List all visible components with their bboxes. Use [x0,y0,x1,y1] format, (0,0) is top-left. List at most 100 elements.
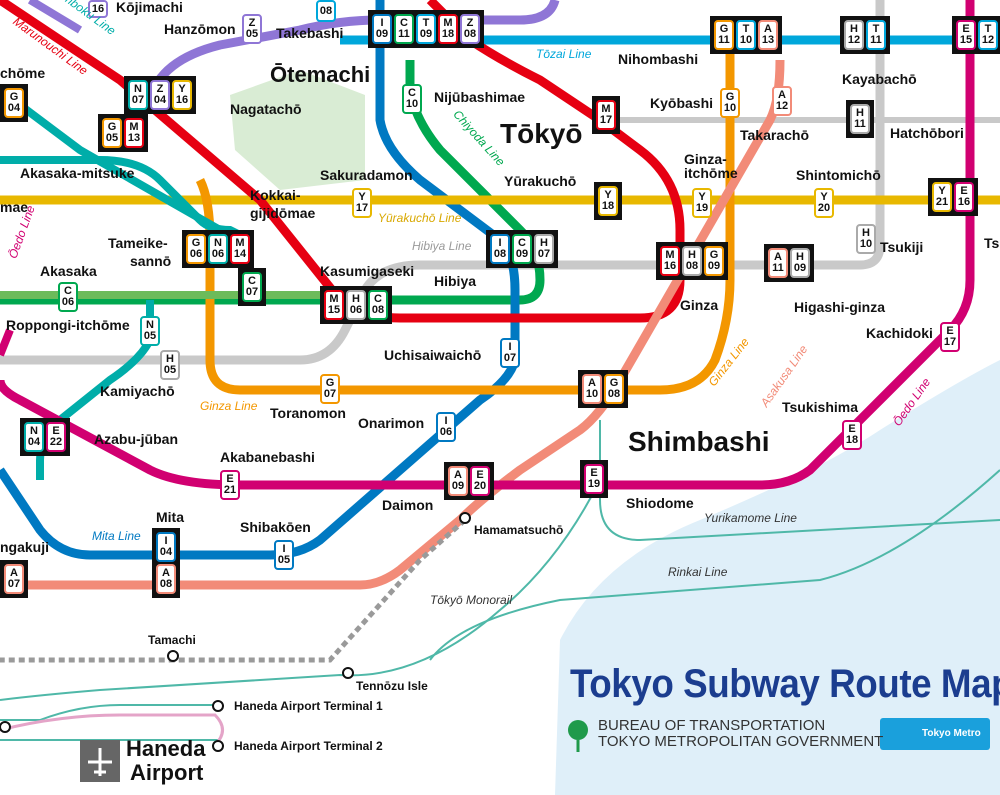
station-code-kokkai: Y 17 [352,188,372,218]
airplane-icon [88,748,112,776]
bureau-line-2: TOKYO METROPOLITAN GOVERNMENT [598,733,884,750]
airport-link [0,704,221,742]
station-box-sengakuji[interactable]: A 07 [0,560,28,598]
station-box-tameike-sanno[interactable]: G 06 N 06 M 14 [182,230,254,268]
hibiya-line [0,0,885,365]
tokyo-metro-badge: Tokyo Metro [922,728,981,739]
station-box-hatchobori[interactable]: H 11 [846,100,874,138]
label-rinkai-line: Rinkai Line [668,565,728,579]
label-kachidoki: Kachidoki [866,325,933,341]
map-title-block: Tokyo Subway Route Map [570,662,1000,707]
station-box-nihombashi[interactable]: G 11 T 10 A 13 [710,16,782,54]
station-code-onarimon: I 06 [436,412,456,442]
station-code-shibakoen: I 05 [274,540,294,570]
label-higashi-ginza: Higashi-ginza [794,299,886,315]
label-shimbashi: Shimbashi [628,426,770,457]
yurikamome-line [599,425,1000,542]
label-kokkai: Kokkai- [250,187,301,203]
station-box-tameike-c07[interactable]: C 07 [238,268,266,306]
station-code-nijubashimae: C 10 [402,84,422,114]
station-box-hibiya[interactable]: I 08 C 09 H 07 [486,230,558,268]
station-code-uchisaiwaicho: I 07 [500,338,520,368]
label-ginza-line: Ginza Line [200,399,258,413]
station-box-far-right[interactable]: E 15 T 12 [952,16,1000,54]
label-hibiya-line: Hibiya Line [412,239,472,253]
station-box-higashi-ginza[interactable]: A 11 H 09 [764,244,814,282]
station-box-kayabacho[interactable]: H 12 T 11 [840,16,890,54]
oedo-left [0,328,14,357]
mita-line [0,0,520,560]
label-sanno: sannō [130,253,172,269]
monorail-line [0,518,467,663]
tamachi-dot [167,650,179,662]
tokyo-bay [555,360,1000,795]
label-akasaka-mitsuke: Akasaka-mitsuke [20,165,135,181]
label-hatchobori: Hatchōbori [890,125,964,141]
label-roppongi-itchome: Roppongi-itchōme [6,317,130,333]
station-box-kasumigaseki[interactable]: M 15 H 06 C 08 [320,286,392,324]
station-box-left-g04[interactable]: G 04 [0,84,28,122]
label-gijidomae: gijidōmae [250,205,316,221]
label-takebashi: Takebashi [276,25,344,41]
label-yurakucho-line: Yūrakuchō Line [378,211,462,225]
label-tozai-line: Tōzai Line [536,47,592,61]
label-toranomon: Toranomon [270,405,346,421]
station-code-takebashi: 08 [316,0,336,22]
imperial-palace-park [230,70,365,190]
station-code-akabanebashi: E 21 [220,470,240,500]
station-code-hanzomon: Z 05 [242,14,262,44]
label-tokyo: Tōkyō [500,118,583,149]
label-tameike: Tameike- [108,235,168,251]
station-box-yurakucho[interactable]: Y 18 [594,182,622,220]
label-kasumigaseki: Kasumigaseki [320,263,415,279]
station-box-akasaka-mitsuke[interactable]: G 05 M 13 [98,114,148,152]
label-hamamatsucho: Hamamatsuchō [474,523,564,537]
label-shiodome: Shiodome [626,495,694,511]
label-kojimachi: Kōjimachi [116,0,183,15]
label-mae: mae [0,199,29,215]
station-box-otemachi[interactable]: I 09 C 11 T 09 M 18 Z 08 [368,10,484,48]
label-daimon: Daimon [382,497,434,513]
label-akasaka: Akasaka [40,263,97,279]
station-box-nagatacho[interactable]: N 07 Z 04 Y 16 [124,76,196,114]
station-box-shiodome[interactable]: E 19 [580,460,608,498]
label-akabanebashi: Akabanebashi [220,449,315,465]
station-code-toranomon: G 07 [320,374,340,404]
label-sakuradamon: Sakuradamon [320,167,413,183]
label-tennozu: Tennōzu Isle [356,679,428,693]
station-box-shimbashi[interactable]: A 10 G 08 [578,370,628,408]
station-code-roppongi: N 05 [140,316,160,346]
station-box-azabu-juban[interactable]: N 04 E 22 [20,418,70,456]
map-title: Tokyo Subway Route Map [570,662,1000,706]
haneda-t2-dot [212,740,224,752]
tokyo-metro-badge-bg [880,718,990,750]
rinkai-line [429,469,1000,661]
station-code-kyobashi: G 10 [720,88,740,118]
label-tsukiji: Tsukiji [880,239,924,255]
label-ginza-itchome: Ginza-itchōme [684,151,738,181]
label-kayabacho: Kayabachō [842,71,917,87]
station-code-kamiyacho: H 05 [160,350,180,380]
tennozu-dot [342,667,354,679]
label-mita: Mita [156,509,184,525]
label-takaracho: Takarachō [740,127,809,143]
station-code-ginza-itchome: Y 19 [692,188,712,218]
station-box-mita[interactable]: I 04 A 08 [152,528,180,598]
label-sengakuji: ngakuji [0,539,50,555]
label-haneda: Haneda [126,736,206,761]
station-box-ginza[interactable]: M 16 H 08 G 09 [656,242,728,280]
station-box-tsukishima[interactable]: Y 21 E 16 [928,178,978,216]
hanzomon-line [145,0,560,102]
label-hibiya: Hibiya [434,273,477,289]
label-azabu-juban: Azabu-jūban [94,431,178,447]
station-box-daimon[interactable]: A 09 E 20 [444,462,494,500]
label-kyobashi: Kyōbashi [650,95,714,111]
bureau-block: BUREAU OF TRANSPORTATION TOKYO METROPOLI… [598,718,883,750]
label-tamachi: Tamachi [148,633,196,647]
label-airport: Airport [130,760,204,785]
station-box-tokyo[interactable]: M 17 [592,96,620,134]
label-ginza: Ginza [680,297,719,313]
label-nijubashimae: Nijūbashimae [434,89,526,105]
haneda-t1-dot [212,700,224,712]
